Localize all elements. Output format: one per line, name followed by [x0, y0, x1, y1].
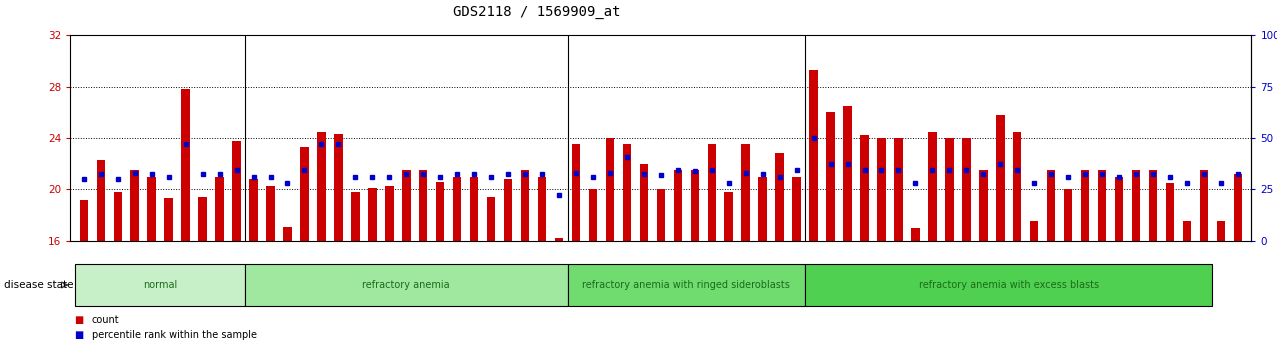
- Bar: [805, 264, 1212, 306]
- Bar: [572, 144, 580, 241]
- Bar: [232, 141, 241, 241]
- Bar: [894, 138, 903, 241]
- Bar: [724, 192, 733, 241]
- Text: refractory anemia with excess blasts: refractory anemia with excess blasts: [918, 280, 1098, 290]
- Bar: [245, 264, 567, 306]
- Bar: [1234, 174, 1243, 241]
- Bar: [1047, 170, 1055, 241]
- Bar: [843, 106, 852, 241]
- Bar: [810, 70, 817, 241]
- Bar: [75, 264, 245, 306]
- Bar: [792, 177, 801, 241]
- Text: ■: ■: [74, 330, 83, 339]
- Bar: [351, 192, 360, 241]
- Bar: [97, 160, 105, 241]
- Text: GDS2118 / 1569909_at: GDS2118 / 1569909_at: [452, 5, 621, 19]
- Bar: [861, 136, 868, 241]
- Bar: [707, 144, 716, 241]
- Bar: [335, 134, 342, 241]
- Bar: [912, 228, 919, 241]
- Bar: [538, 177, 547, 241]
- Bar: [673, 170, 682, 241]
- Bar: [877, 138, 886, 241]
- Bar: [1183, 222, 1191, 241]
- Bar: [419, 170, 428, 241]
- Bar: [165, 198, 172, 241]
- Bar: [1064, 189, 1073, 241]
- Bar: [317, 132, 326, 241]
- Bar: [691, 170, 699, 241]
- Bar: [656, 189, 665, 241]
- Text: count: count: [92, 315, 120, 325]
- Text: percentile rank within the sample: percentile rank within the sample: [92, 330, 257, 339]
- Bar: [945, 138, 954, 241]
- Bar: [567, 264, 805, 306]
- Bar: [1131, 170, 1140, 241]
- Bar: [249, 179, 258, 241]
- Bar: [487, 197, 495, 241]
- Bar: [928, 132, 936, 241]
- Bar: [1166, 183, 1175, 241]
- Bar: [826, 113, 835, 241]
- Bar: [1080, 170, 1089, 241]
- Bar: [283, 227, 291, 241]
- Bar: [1217, 222, 1225, 241]
- Bar: [640, 164, 649, 241]
- Text: normal: normal: [143, 280, 178, 290]
- Bar: [386, 185, 393, 241]
- Bar: [605, 138, 614, 241]
- Bar: [300, 147, 309, 241]
- Bar: [1098, 170, 1106, 241]
- Bar: [79, 200, 88, 241]
- Bar: [114, 192, 123, 241]
- Bar: [1115, 177, 1124, 241]
- Bar: [435, 182, 444, 241]
- Bar: [1149, 170, 1157, 241]
- Text: refractory anemia with ringed sideroblasts: refractory anemia with ringed sideroblas…: [582, 280, 790, 290]
- Bar: [1013, 132, 1022, 241]
- Text: disease state: disease state: [4, 280, 73, 290]
- Bar: [147, 177, 156, 241]
- Bar: [198, 197, 207, 241]
- Bar: [1199, 170, 1208, 241]
- Text: ■: ■: [74, 315, 83, 325]
- Text: refractory anemia: refractory anemia: [363, 280, 450, 290]
- Bar: [623, 144, 631, 241]
- Bar: [775, 154, 784, 241]
- Bar: [402, 170, 410, 241]
- Bar: [521, 170, 530, 241]
- Bar: [130, 170, 139, 241]
- Bar: [453, 177, 461, 241]
- Bar: [216, 177, 223, 241]
- Bar: [962, 138, 971, 241]
- Bar: [554, 238, 563, 241]
- Bar: [504, 179, 512, 241]
- Bar: [589, 189, 598, 241]
- Bar: [996, 115, 1005, 241]
- Bar: [979, 170, 987, 241]
- Bar: [181, 89, 190, 241]
- Bar: [742, 144, 750, 241]
- Bar: [368, 188, 377, 241]
- Bar: [759, 177, 767, 241]
- Bar: [267, 185, 275, 241]
- Bar: [1031, 222, 1038, 241]
- Bar: [470, 177, 479, 241]
